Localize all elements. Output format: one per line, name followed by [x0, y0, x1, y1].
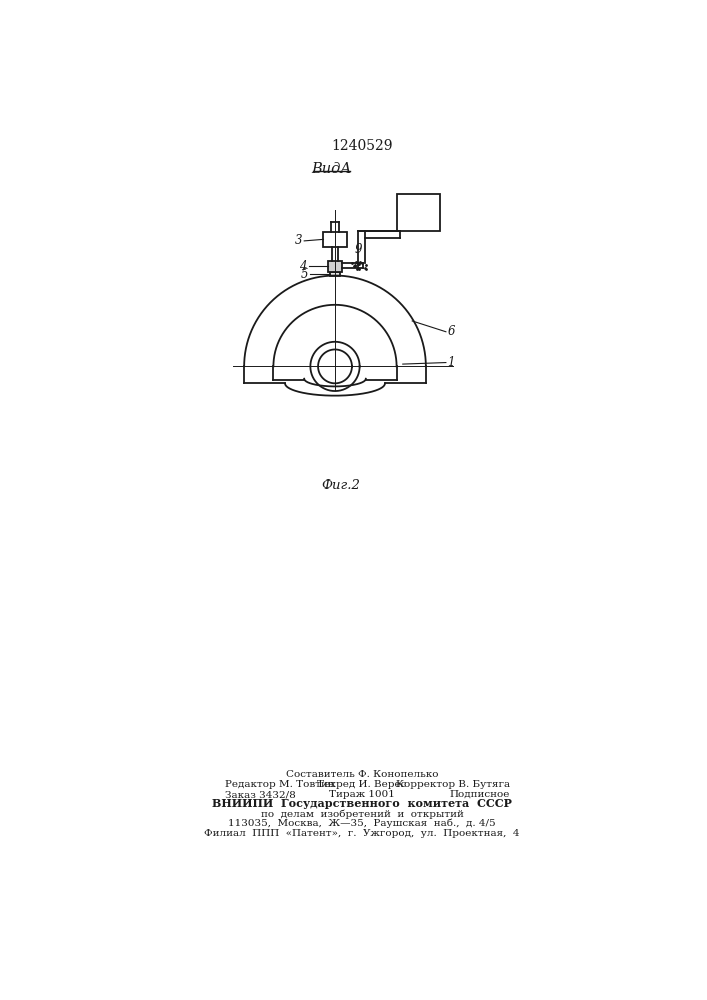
Bar	[328, 261, 342, 272]
Text: Филиал  ППП  «Патент»,  г.  Ужгород,  ул.  Проектная,  4: Филиал ППП «Патент», г. Ужгород, ул. Про…	[204, 829, 520, 838]
Bar	[329, 272, 340, 276]
Text: 1: 1	[448, 356, 455, 369]
Text: Редактор М. Товтин: Редактор М. Товтин	[225, 780, 334, 789]
Text: Составитель Ф. Конопелько: Составитель Ф. Конопелько	[286, 770, 438, 779]
Text: Техред И. Верес: Техред И. Верес	[317, 780, 407, 789]
Text: 6: 6	[448, 325, 455, 338]
Text: по  делам  изобретений  и  открытий: по делам изобретений и открытий	[260, 810, 463, 819]
Text: Тираж 1001: Тираж 1001	[329, 790, 395, 799]
Text: 5: 5	[300, 267, 308, 280]
Text: ВНИИПИ  Государственного  комитета  СССР: ВНИИПИ Государственного комитета СССР	[212, 798, 512, 809]
Text: Корректор В. Бутяга: Корректор В. Бутяга	[396, 780, 510, 789]
Text: 1240529: 1240529	[331, 139, 392, 153]
Text: ВидА: ВидА	[311, 162, 351, 176]
Text: 113035,  Москва,  Ж—35,  Раушская  наб.,  д. 4/5: 113035, Москва, Ж—35, Раушская наб., д. …	[228, 819, 496, 828]
Text: 4: 4	[299, 260, 307, 273]
Bar	[324, 232, 346, 247]
Bar	[397, 194, 440, 231]
Text: Фиг.2: Фиг.2	[322, 479, 361, 492]
Text: 9: 9	[354, 243, 362, 256]
Text: 3: 3	[294, 234, 302, 247]
Text: Подписное: Подписное	[450, 790, 510, 799]
Text: Заказ 3432/8: Заказ 3432/8	[225, 790, 296, 799]
